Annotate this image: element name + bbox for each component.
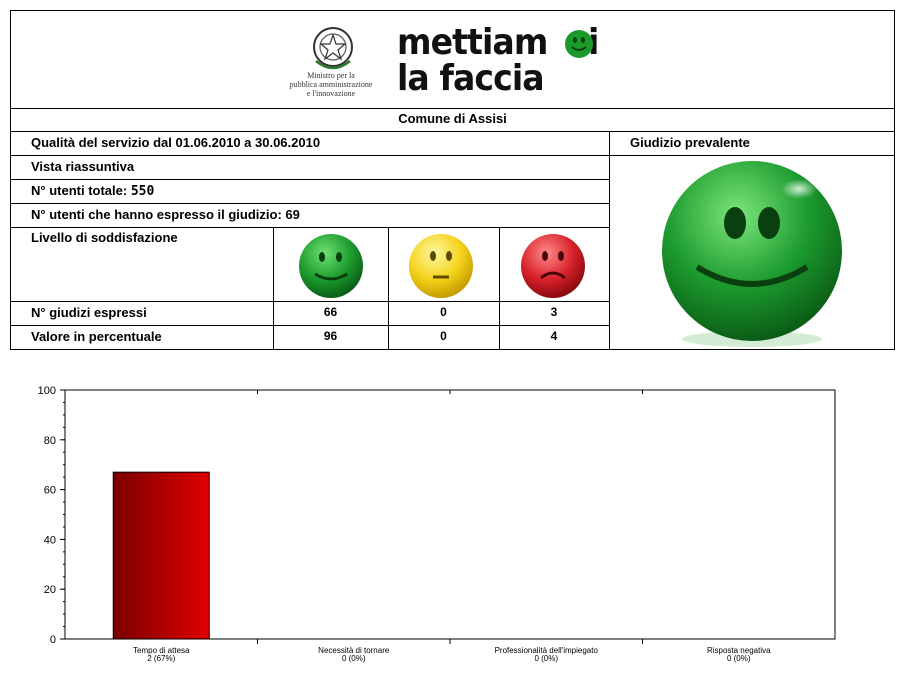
period-row: Qualità del servizio dal 01.06.2010 a 30… [11, 132, 609, 156]
judgements-neutral: 0 [440, 305, 447, 319]
verdict-divider [609, 132, 610, 350]
total-users-value: 550 [130, 184, 155, 199]
x-tick-count: 2 (67%) [147, 654, 175, 663]
total-users-label: N° utenti totale: [31, 183, 128, 198]
percent-row: Valore in percentuale [11, 326, 609, 350]
summary-row: Vista riassuntiva [11, 156, 609, 180]
col-divider [273, 228, 274, 350]
voters-label: N° utenti che hanno espresso il giudizio… [31, 207, 300, 222]
municipality-row: Comune di Assisi [11, 108, 894, 132]
judgements-row: N° giudizi espressi [11, 302, 609, 326]
y-tick-label: 80 [44, 435, 56, 447]
ministry-caption: Ministro per la pubblica amministrazione… [289, 71, 373, 98]
period-label: Qualità del servizio dal 01.06.2010 a 30… [31, 135, 321, 150]
happy-face-icon [299, 234, 363, 298]
x-tick-count: 0 (0%) [727, 654, 751, 663]
total-users-row: N° utenti totale: 550 [11, 180, 609, 204]
judgements-label: N° giudizi espressi [31, 305, 147, 320]
report-table: Ministro per la pubblica amministrazione… [10, 10, 895, 350]
percent-positive: 96 [323, 329, 338, 343]
neutral-face-icon [409, 234, 473, 298]
satisfaction-row: Livello di soddisfazione [11, 228, 609, 302]
percent-label: Valore in percentuale [31, 329, 162, 344]
y-tick-label: 60 [44, 485, 56, 497]
y-tick-label: 0 [50, 634, 56, 646]
y-tick-label: 40 [44, 534, 56, 546]
col-divider [388, 228, 389, 350]
x-tick-count: 0 (0%) [534, 654, 558, 663]
judgements-positive: 66 [323, 305, 338, 319]
brand-logo: mettiamoci la faccia [397, 25, 598, 97]
voters-row: N° utenti che hanno espresso il giudizio… [11, 204, 609, 228]
summary-label: Vista riassuntiva [31, 159, 135, 174]
percent-negative: 4 [550, 329, 558, 343]
verdict-label: Giudizio prevalente [630, 135, 750, 150]
report-header: Ministro per la pubblica amministrazione… [11, 11, 894, 109]
x-tick-label: Professionalità dell'impiegato [495, 646, 599, 655]
col-divider [499, 228, 500, 350]
x-tick-label: Necessità di tornare [318, 646, 390, 655]
x-tick-count: 0 (0%) [342, 654, 366, 663]
x-tick-label: Risposta negativa [707, 646, 771, 655]
prevailing-happy-face-icon [662, 161, 842, 347]
bar-0 [112, 471, 210, 640]
y-tick-label: 100 [38, 385, 56, 397]
verdict-header: Giudizio prevalente [610, 132, 894, 156]
smiley-logo-icon [565, 30, 593, 58]
italian-emblem-icon [313, 27, 353, 70]
brand-line2: la faccia [397, 58, 545, 99]
municipality-name: Comune di Assisi [398, 111, 507, 126]
percent-neutral: 0 [440, 329, 447, 343]
sad-face-icon [521, 234, 585, 298]
y-tick-label: 20 [44, 584, 56, 596]
x-tick-label: Tempo di attesa [133, 646, 190, 655]
satisfaction-label: Livello di soddisfazione [31, 230, 178, 245]
reasons-bar-chart: 0 20 40 60 80 100 Tempo di attesa 2 (67%) Necess… [10, 385, 840, 675]
judgements-negative: 3 [550, 305, 558, 319]
